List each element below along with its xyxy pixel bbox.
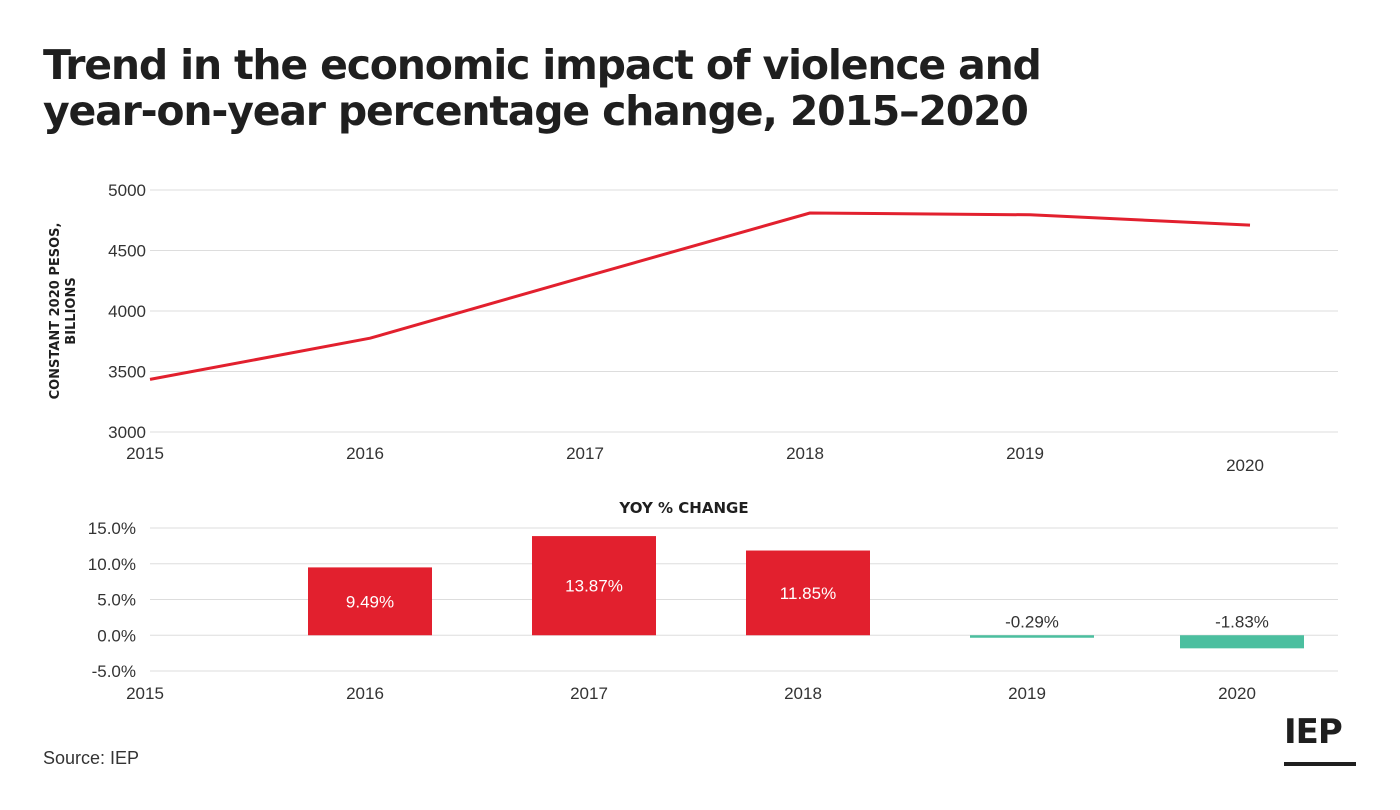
source-note: Source: IEP <box>43 748 140 768</box>
chart-title-line: year-on-year percentage change, 2015–202… <box>43 87 1029 135</box>
x-tick-label: 2020 <box>1226 456 1264 475</box>
iep-logo: IEP <box>1284 712 1356 768</box>
y-axis-label: CONSTANT 2020 PESOS,BILLIONS <box>48 223 79 400</box>
chart-title: Trend in the economic impact of violence… <box>43 42 1243 134</box>
y-axis-label-line: CONSTANT 2020 PESOS, <box>48 223 63 400</box>
x-tick-label: 2018 <box>784 684 822 703</box>
x-tick-label: 2015 <box>126 444 164 463</box>
x-tick-label: 2019 <box>1006 444 1044 463</box>
y-tick-label: -5.0% <box>92 662 136 681</box>
bar-data-label: -0.29% <box>1005 612 1059 631</box>
logo-text: IEP <box>1284 712 1343 752</box>
y-tick-label: 0.0% <box>97 626 136 645</box>
x-tick-label: 2015 <box>126 684 164 703</box>
bar <box>1180 635 1304 649</box>
bar-data-label: -1.83% <box>1215 612 1269 631</box>
x-tick-label: 2019 <box>1008 684 1046 703</box>
bar <box>308 567 432 636</box>
bar-data-label: 9.49% <box>346 592 394 611</box>
bar-data-label: 13.87% <box>565 577 623 596</box>
logo-underline <box>1284 762 1356 766</box>
y-axis-label-line: BILLIONS <box>64 277 79 344</box>
bar <box>746 550 870 636</box>
y-tick-label: 5000 <box>108 181 146 200</box>
x-tick-label: 2017 <box>566 444 604 463</box>
x-tick-label: 2016 <box>346 684 384 703</box>
chart-title-line: Trend in the economic impact of violence… <box>43 41 1042 89</box>
bar-chart: YOY % CHANGE -5.0% 0.0% 5.0% 10.0% 15.0% 2015 2… <box>88 499 1338 703</box>
line-chart: 3000 3500 4000 4500 5000 2015 2016 2017 2018 2019… <box>48 181 1338 475</box>
bar <box>970 635 1094 638</box>
y-tick-label: 3500 <box>108 363 146 382</box>
series-line <box>149 211 1251 381</box>
x-tick-label: 2018 <box>786 444 824 463</box>
y-tick-label: 4000 <box>108 302 146 321</box>
bar <box>532 536 656 636</box>
y-tick-label: 5.0% <box>97 591 136 610</box>
x-tick-label: 2016 <box>346 444 384 463</box>
bar-data-label: 11.85% <box>780 584 836 603</box>
y-tick-label: 15.0% <box>88 519 136 538</box>
x-tick-label: 2017 <box>570 684 608 703</box>
y-tick-label: 4500 <box>108 242 146 261</box>
x-tick-label: 2020 <box>1218 684 1256 703</box>
y-tick-label: 3000 <box>108 423 146 442</box>
bar-chart-subtitle: YOY % CHANGE <box>618 499 748 517</box>
y-tick-label: 10.0% <box>88 555 136 574</box>
